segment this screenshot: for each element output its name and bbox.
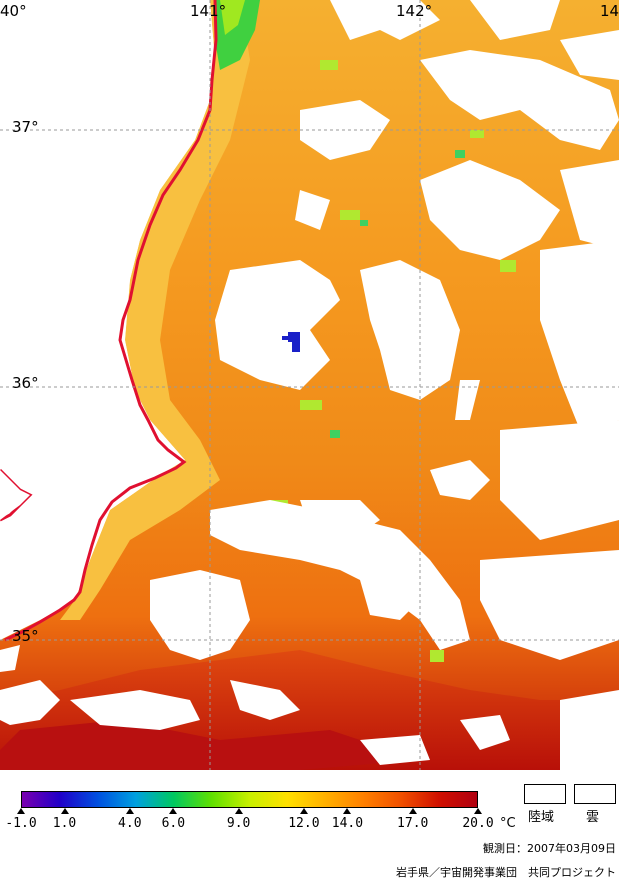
colorbar-tick-label: 14.0 xyxy=(331,816,364,831)
latitude-label-36: 36° xyxy=(12,374,39,392)
latitude-label-35: 35° xyxy=(12,627,39,645)
observation-date: 観測日：2007年03月09日 xyxy=(483,842,616,855)
colorbar-tick-label: 4.0 xyxy=(118,816,142,831)
colorbar-tick xyxy=(299,808,308,814)
coastal-band xyxy=(60,0,250,620)
colorbar-tick-label: 20.0 xyxy=(462,816,494,831)
colorbar-tick xyxy=(234,808,243,814)
latitude-label-37: 37° xyxy=(12,118,39,136)
map-canvas xyxy=(0,0,619,770)
cloud-mask xyxy=(0,0,619,770)
sea-surface-temperature-map: 40° 141° 142° 14 37° 36° 35° xyxy=(0,0,619,770)
colorbar-tick-label: 12.0 xyxy=(288,816,320,831)
colorbar-tick-label: 1.0 xyxy=(52,816,77,831)
longitude-label-143: 14 xyxy=(600,2,619,20)
cold-anomaly xyxy=(282,332,300,352)
colorbar-tick xyxy=(17,808,25,814)
credit-text: 岩手県／宇宙開発事業団 共同プロジェクト xyxy=(396,866,616,879)
unit-label: °C xyxy=(500,816,516,831)
longitude-label-142: 142° xyxy=(396,2,433,20)
cloud-key-label: 雲 xyxy=(586,810,600,825)
cloud-key-swatch xyxy=(574,784,616,804)
colorbar-tick-label: -1.0 xyxy=(5,816,37,831)
colorbar-tick-label: 6.0 xyxy=(161,816,186,831)
land-key-swatch xyxy=(524,784,566,804)
legend: -1.0 1.0 4.0 6.0 9.0 12.0 14.0 17.0 20.0 °C 陸域 雲… xyxy=(0,770,619,881)
graticule xyxy=(0,0,619,770)
colorbar-tick-label: 9.0 xyxy=(226,816,251,831)
colorbar-tick xyxy=(474,808,482,814)
colorbar-tick-label: 17.0 xyxy=(397,816,429,831)
land-key-label: 陸域 xyxy=(528,810,555,825)
temperature-colorbar xyxy=(21,791,478,808)
longitude-label-141: 141° xyxy=(190,2,227,20)
colorbar-tick xyxy=(169,808,178,814)
colorbar-tick xyxy=(408,808,417,814)
colorbar-tick xyxy=(343,808,352,814)
coastline xyxy=(4,0,218,642)
colorbar-tick xyxy=(60,808,69,814)
colorbar-tick xyxy=(125,808,134,814)
longitude-label-140: 40° xyxy=(0,2,27,20)
